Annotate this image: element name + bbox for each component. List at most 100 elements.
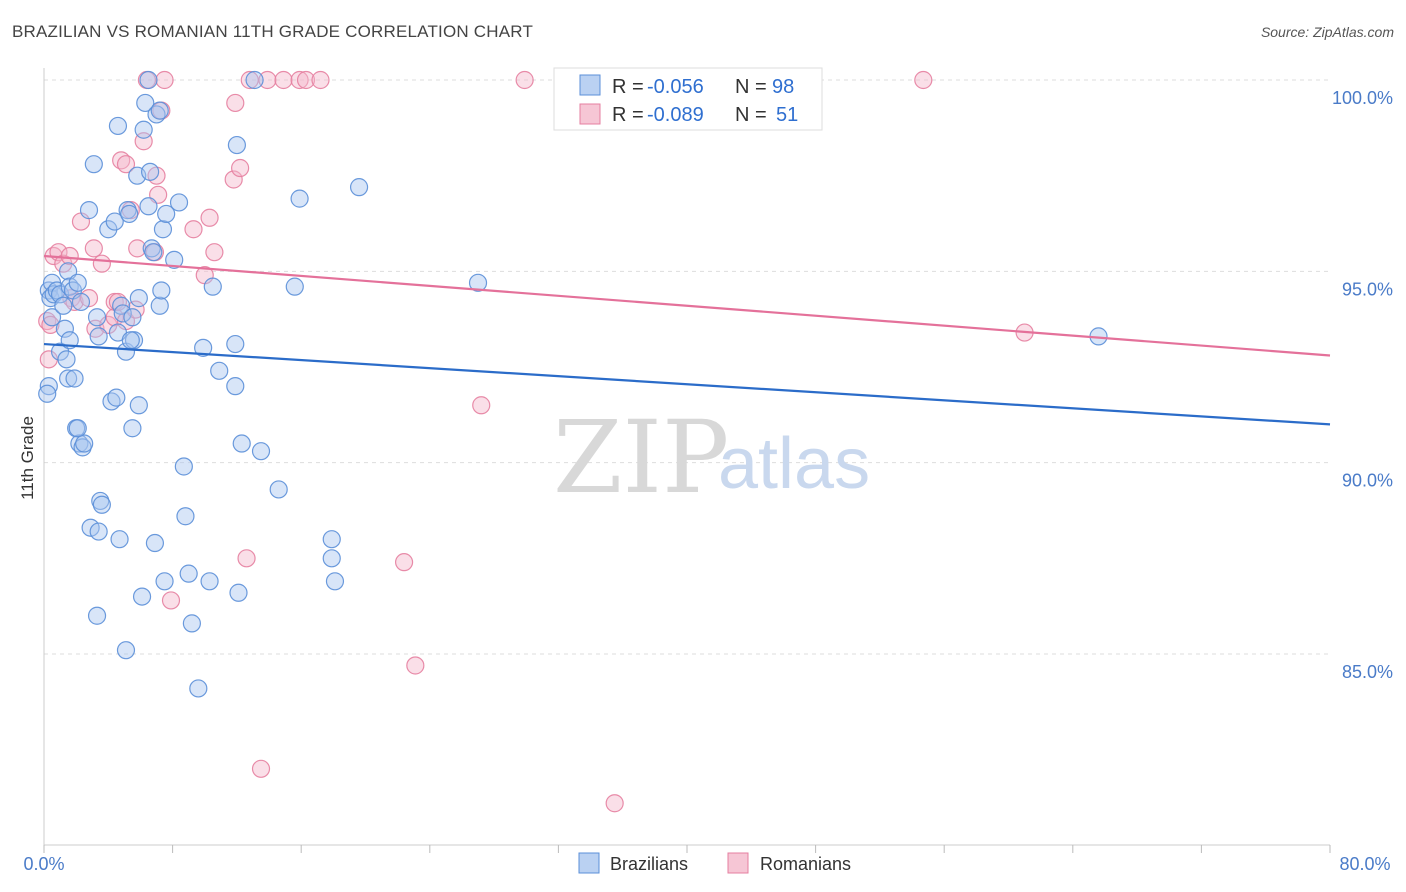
x-tick-label-min: 0.0% xyxy=(23,854,64,874)
brazilians-point xyxy=(176,507,195,526)
brazilians-point xyxy=(68,419,87,438)
y-tick-label-85: 85.0% xyxy=(1342,662,1393,682)
brazilians-point xyxy=(153,220,173,239)
x-tick-label-max: 80.0% xyxy=(1339,854,1390,874)
romanians-point xyxy=(92,254,111,273)
brazilians-point xyxy=(38,384,57,403)
brazilians-point xyxy=(59,369,78,388)
brazilians-point xyxy=(245,70,264,90)
romanians-point xyxy=(251,759,271,778)
romanians-point xyxy=(184,220,203,239)
y-axis-title: 11th Grade xyxy=(18,416,37,500)
brazilians-point xyxy=(107,388,126,407)
brazilians-point xyxy=(134,120,153,139)
brazilians-point xyxy=(121,331,140,350)
romanians-point xyxy=(605,794,624,813)
brazilians-point xyxy=(155,572,174,591)
brazilians-point xyxy=(144,243,163,262)
legend-r-value-brazilians: -0.056 xyxy=(647,76,704,98)
brazilians-point xyxy=(152,281,171,300)
brazilians-point xyxy=(123,308,142,327)
trend-lines xyxy=(43,254,1331,426)
romanians-point xyxy=(205,243,224,262)
brazilians-point xyxy=(71,292,91,312)
brazilians-point xyxy=(92,495,111,514)
brazilians-point xyxy=(84,155,103,174)
brazilians-point xyxy=(57,350,76,369)
romanians-point xyxy=(200,208,219,227)
brazilians-point xyxy=(229,583,248,602)
romanians-point xyxy=(394,553,414,572)
brazilians-point xyxy=(112,296,131,315)
brazilians-point xyxy=(65,369,84,388)
romanians-point xyxy=(515,70,534,90)
series-romanians xyxy=(38,70,1034,813)
bottom-legend-label-brazilians: Brazilians xyxy=(610,854,688,874)
brazilians-point xyxy=(129,289,148,308)
legend-n-label-brazilians: N = xyxy=(735,76,767,98)
brazilians-point xyxy=(113,304,132,323)
brazilians-point xyxy=(89,327,108,346)
brazilians-point xyxy=(42,308,62,327)
romanians-point xyxy=(226,93,245,113)
legend-n-value-romanians: 51 xyxy=(776,104,798,126)
legend-swatch-brazilians xyxy=(579,74,601,96)
brazilians-point xyxy=(251,442,271,461)
brazilians-point xyxy=(145,533,165,553)
bottom-legend-swatch-romanians xyxy=(727,852,749,874)
romanians-point xyxy=(84,239,103,258)
bottom-legend: Brazilians Romanians xyxy=(578,852,851,874)
brazilians-point xyxy=(116,641,136,660)
bottom-legend-swatch-brazilians xyxy=(578,852,600,874)
series-brazilians xyxy=(38,70,1108,698)
brazilians-point xyxy=(210,361,229,380)
brazilians-point xyxy=(285,277,304,296)
y-tick-labels: 85.0% 90.0% 95.0% 100.0% xyxy=(1332,88,1393,682)
brazilians-point xyxy=(139,197,158,216)
brazilians-point xyxy=(139,70,158,90)
romanians-point xyxy=(155,70,174,90)
romanians-point xyxy=(60,246,79,266)
romanians-point xyxy=(406,656,425,675)
brazilians-point xyxy=(322,530,341,549)
brazilians-point xyxy=(150,296,169,315)
legend-swatch-romanians xyxy=(579,103,601,125)
brazilians-point xyxy=(226,334,245,354)
brazilians-point xyxy=(87,308,107,327)
brazilians-point xyxy=(87,606,107,625)
brazilians-point xyxy=(325,572,345,591)
legend-n-label-romanians: N = xyxy=(735,104,767,126)
legend-r-value-romanians: -0.089 xyxy=(647,104,704,126)
romanians-point xyxy=(224,170,243,189)
brazilians-point xyxy=(39,377,58,396)
romanians-trend-line xyxy=(43,254,1331,357)
brazilians-point xyxy=(269,480,288,499)
brazilians-point xyxy=(179,564,198,583)
brazilians-point xyxy=(132,587,152,606)
y-tick-label-90: 90.0% xyxy=(1342,471,1393,491)
romanians-point xyxy=(258,70,277,90)
brazilians-point xyxy=(203,277,222,296)
brazilians-point xyxy=(89,522,108,541)
watermark-atlas: atlas xyxy=(718,424,870,504)
brazilians-point xyxy=(226,377,245,396)
romanians-point xyxy=(274,70,293,90)
legend-r-label-romanians: R = xyxy=(612,104,644,126)
brazilians-point xyxy=(468,273,488,292)
brazilians-point xyxy=(174,457,193,476)
romanians-point xyxy=(290,70,309,90)
romanians-point xyxy=(472,396,491,415)
romanians-point xyxy=(311,70,330,90)
brazilians-point xyxy=(79,201,99,220)
stats-legend: R = -0.056 N = 98 R = -0.089 N = 51 xyxy=(553,67,823,131)
legend-n-value-brazilians: 98 xyxy=(772,76,794,98)
brazilians-point xyxy=(136,93,155,113)
brazilians-point xyxy=(110,530,129,549)
brazilians-point xyxy=(165,250,184,269)
source-label: Source: ZipAtlas.com xyxy=(1260,24,1394,40)
brazilians-point xyxy=(157,204,176,224)
brazilians-point xyxy=(140,162,160,181)
brazilians-point xyxy=(200,572,219,591)
y-tick-label-100: 100.0% xyxy=(1332,88,1393,108)
